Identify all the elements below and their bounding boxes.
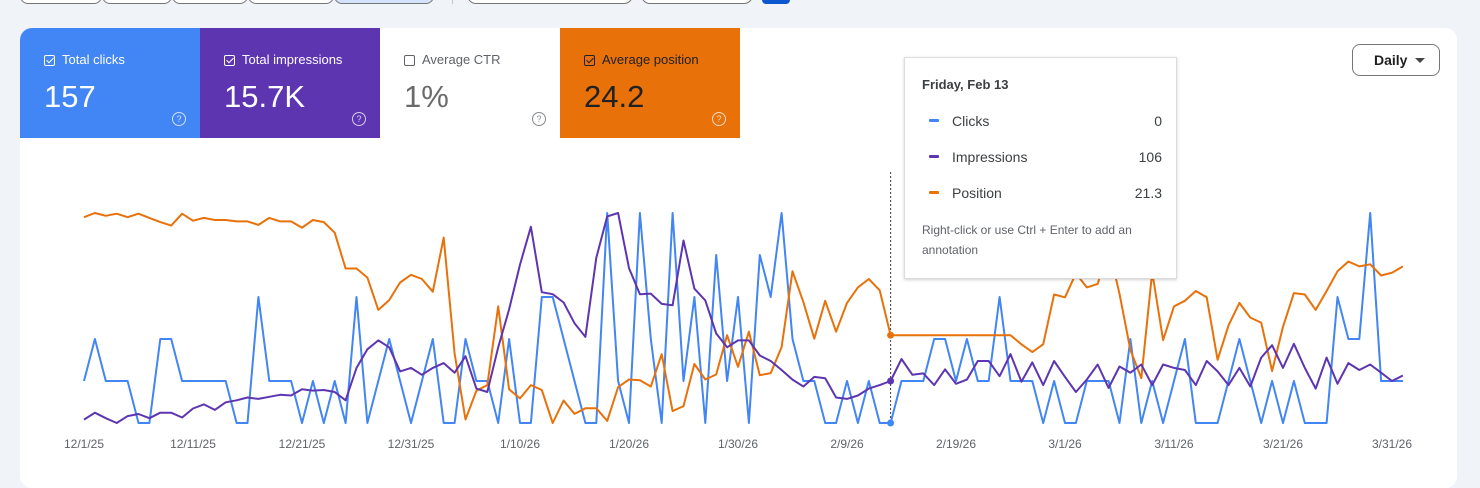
date-range-segment-selected[interactable]	[334, 0, 434, 4]
performance-chart-card: Total clicks 157 ? Total impressions 15.…	[20, 28, 1457, 488]
metric-label-row: Average position	[584, 52, 740, 68]
help-icon[interactable]: ?	[352, 112, 366, 126]
tooltip-date: Friday, Feb 13	[922, 77, 1009, 92]
caret-down-icon	[1415, 58, 1425, 63]
new-filter-button[interactable]	[762, 0, 790, 4]
checkbox-icon[interactable]	[224, 54, 235, 66]
series-swatch	[929, 191, 939, 194]
help-icon[interactable]: ?	[532, 112, 546, 126]
metric-label: Total impressions	[242, 52, 343, 67]
metric-value: 1%	[404, 79, 449, 114]
metric-tile-impressions[interactable]: Total impressions 15.7K ?	[200, 28, 380, 138]
toolbar-divider	[452, 0, 453, 4]
tooltip-series-value: 106	[1138, 149, 1162, 165]
checkbox-icon[interactable]	[404, 54, 415, 66]
top-toolbar	[0, 0, 1480, 10]
metric-value: 24.2	[584, 79, 645, 114]
date-range-segment[interactable]	[172, 0, 248, 4]
series-swatch	[929, 119, 939, 122]
date-range-segment[interactable]	[20, 0, 102, 4]
metric-tile-position[interactable]: Average position 24.2 ?	[560, 28, 740, 138]
help-icon[interactable]: ?	[712, 112, 726, 126]
tooltip-series-name: Impressions	[952, 149, 1028, 165]
date-range-segment[interactable]	[248, 0, 334, 4]
filter-chip[interactable]	[467, 0, 633, 4]
tooltip-annotation-hint: Right-click or use Ctrl + Enter to add a…	[922, 223, 1132, 257]
tooltip-series-name: Clicks	[952, 113, 990, 129]
checkbox-icon[interactable]	[44, 54, 55, 66]
checkbox-icon[interactable]	[584, 54, 595, 66]
chart-tooltip: Friday, Feb 13 Clicks 0 Impressions 106 …	[904, 57, 1177, 279]
tooltip-series-value: 0	[1154, 113, 1162, 129]
series-swatch	[929, 155, 939, 158]
metric-tile-ctr[interactable]: Average CTR 1% ?	[380, 28, 560, 138]
granularity-label: Daily	[1374, 52, 1408, 68]
filter-chip[interactable]	[641, 0, 753, 4]
tooltip-row-clicks: Clicks 0	[922, 113, 1162, 129]
tooltip-row-impressions: Impressions 106	[922, 149, 1162, 165]
tooltip-series-name: Position	[952, 185, 1002, 201]
metric-label: Average position	[602, 52, 699, 67]
metric-label-row: Total impressions	[224, 52, 380, 68]
tooltip-series-value: 21.3	[1134, 185, 1162, 201]
tooltip-row-position: Position 21.3	[922, 185, 1162, 201]
metric-label: Average CTR	[422, 52, 501, 67]
metric-value: 157	[44, 79, 96, 114]
metric-label-row: Average CTR	[404, 52, 560, 68]
date-range-segment[interactable]	[102, 0, 172, 4]
metric-tile-clicks[interactable]: Total clicks 157 ?	[20, 28, 200, 138]
granularity-dropdown[interactable]: Daily	[1352, 44, 1440, 76]
metric-label: Total clicks	[62, 52, 125, 67]
help-icon[interactable]: ?	[172, 112, 186, 126]
metric-label-row: Total clicks	[44, 52, 200, 68]
metric-value: 15.7K	[224, 79, 306, 114]
